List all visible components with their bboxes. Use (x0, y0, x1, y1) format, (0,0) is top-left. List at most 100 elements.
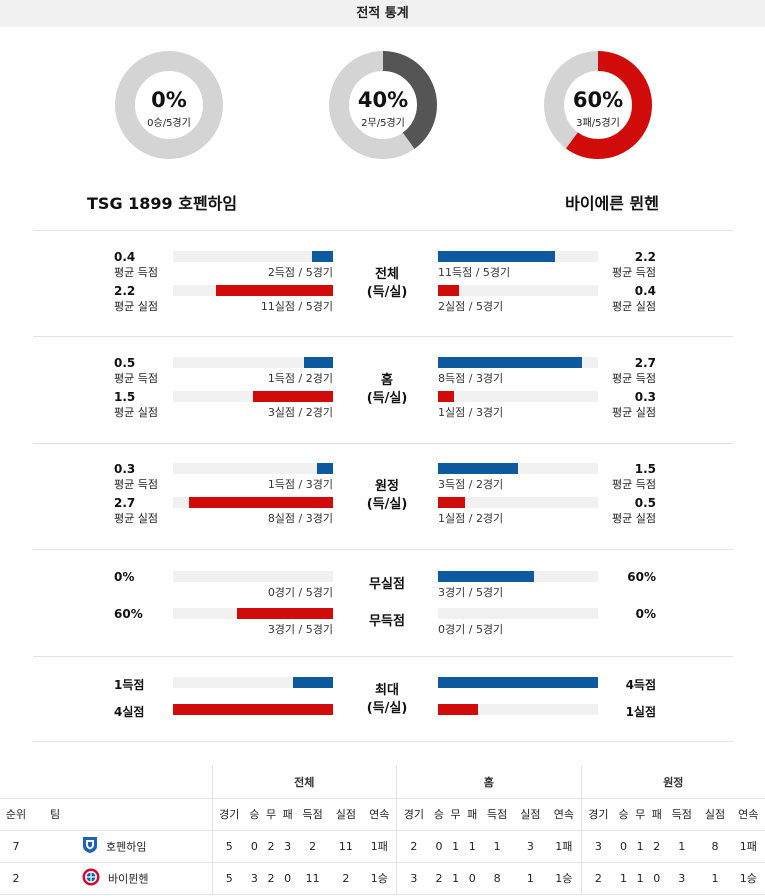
away-team-name: 바이에른 뮌헨 (565, 194, 659, 213)
away-stat-cell: 1 (665, 830, 699, 863)
away-col-header: 경기 (580, 798, 616, 831)
bayern-logo-icon (82, 868, 100, 889)
home-scored-home-value: 0.5 (114, 356, 136, 370)
away-stat-cell: 1 (631, 830, 649, 863)
away-scored-home-bar (317, 463, 333, 474)
away-conceded-away-label: 평균 실점 (612, 512, 656, 525)
overall-scored-home-bar (312, 251, 333, 262)
away-conceded-away-bar (438, 497, 466, 508)
group-all-label: 전체 (211, 766, 397, 799)
away-stat-cell: 1승 (731, 862, 765, 895)
home-category-label: 홈 (381, 373, 393, 388)
home-conceded-away-label: 평균 실점 (612, 406, 656, 419)
away-stat-cell: 3 (665, 862, 699, 895)
home-scored-away-bar (438, 357, 582, 368)
home-conceded-home-value: 1.5 (114, 390, 136, 404)
home-conceded-home-track (173, 391, 333, 402)
away-category-label: 원정 (375, 479, 399, 494)
home-conceded-home-count: 3실점 / 2경기 (267, 406, 333, 419)
away-scored-home-value: 0.3 (114, 462, 136, 476)
clean-sheet-away-count: 3경기 / 5경기 (438, 586, 504, 599)
home-conceded-away-count: 1실점 / 3경기 (438, 406, 504, 419)
away-stat-cell: 0 (615, 830, 632, 863)
failed-to-score-home-count: 3경기 / 5경기 (267, 623, 333, 636)
home-scored-away-track (438, 357, 598, 368)
win-rate-detail: 0승/5경기 (147, 118, 191, 129)
away-stat-cell: 8 (698, 830, 732, 863)
home-stat-cell: 0 (463, 862, 481, 895)
home-scored-home-label: 평균 득점 (114, 372, 158, 385)
away-category-sub: (득/실) (366, 497, 408, 512)
divider (33, 230, 733, 231)
overall-conceded-home-count: 11실점 / 5경기 (260, 300, 333, 313)
overall-conceded-away-value: 0.4 (634, 284, 656, 298)
home-conceded-away-track (438, 391, 598, 402)
all-stat-cell: 1패 (362, 830, 397, 863)
home-stat-cell: 1승 (547, 862, 582, 895)
max-conceded-away-track (438, 704, 598, 715)
team-cell[interactable]: 호펜하임 (32, 830, 212, 863)
draw-rate-donut: 40% 2무/5경기 (328, 50, 438, 160)
overall-scored-home-value: 0.4 (114, 250, 136, 264)
max-conceded-home-value: 4실점 (114, 705, 145, 719)
away-conceded-home-track (173, 497, 333, 508)
home-stat-cell: 1 (447, 862, 464, 895)
home-stat-cell: 3 (396, 862, 431, 895)
failed-to-score-away-count: 0경기 / 5경기 (438, 623, 504, 636)
home-col-header: 패 (463, 798, 481, 831)
home-team-name: TSG 1899 호펜하임 (87, 194, 238, 213)
team-cell[interactable]: 바이뮌헨 (32, 862, 212, 895)
clean-sheet-home-value: 0% (114, 570, 135, 584)
away-conceded-away-value: 0.5 (634, 496, 656, 510)
all-col-header: 실점 (329, 798, 363, 831)
away-col-header: 승 (615, 798, 632, 831)
away-col-header: 패 (648, 798, 666, 831)
home-col-header: 득점 (480, 798, 514, 831)
home-conceded-away-bar (438, 391, 454, 402)
max-conceded-away-bar (438, 704, 478, 715)
overall-conceded-away-count: 2실점 / 5경기 (438, 300, 504, 313)
header-title: 전적 통계 (356, 6, 409, 21)
overall-conceded-home-track (173, 285, 333, 296)
loss-rate-ring (544, 51, 652, 159)
overall-category-label: 전체 (375, 267, 399, 282)
away-col-header: 득점 (665, 798, 699, 831)
overall-conceded-home-label: 평균 실점 (114, 300, 158, 313)
all-stat-cell: 5 (211, 830, 247, 863)
loss-rate-percent: 60% (572, 88, 624, 112)
overall-scored-home-track (173, 251, 333, 262)
failed-to-score-home-value: 60% (114, 607, 143, 621)
max-conceded-home-bar (173, 704, 333, 715)
home-scored-away-count: 8득점 / 3경기 (438, 372, 504, 385)
clean-sheet-away-track (438, 571, 598, 582)
rank-cell: 7 (0, 830, 32, 863)
clean-sheet-category-label: 무실점 (369, 577, 405, 592)
failed-to-score-away-track (438, 608, 598, 619)
home-stat-cell: 1패 (547, 830, 582, 863)
table-row[interactable]: 2 바이뮌헨 5 3 2 0 11 2 1승 3 2 1 0 8 1 1승 2 1 1 0 3 1 1승 (0, 862, 765, 895)
away-stat-cell: 1 (698, 862, 732, 895)
standings-table: 전체 홈 원정 순위 팀 경기 승 무 패 득점 실점 연속 경기 승 무 패 득점 실점 연속 경기 승 무 패… (0, 766, 765, 895)
home-stat-cell: 2 (430, 862, 448, 895)
home-stat-cell: 1 (480, 830, 514, 863)
all-stat-cell: 2 (295, 830, 330, 863)
overall-scored-home-count: 2득점 / 5경기 (267, 266, 333, 279)
away-scored-away-count: 3득점 / 2경기 (438, 478, 504, 491)
home-conceded-home-bar (253, 391, 333, 402)
max-conceded-home-track (173, 704, 333, 715)
home-stat-cell: 3 (513, 830, 548, 863)
overall-conceded-home-value: 2.2 (114, 284, 136, 298)
overall-scored-away-value: 2.2 (634, 250, 656, 264)
away-col-header: 연속 (731, 798, 765, 831)
overall-category-sub: (득/실) (366, 285, 408, 300)
away-scored-home-label: 평균 득점 (114, 478, 158, 491)
away-stat-cell: 0 (648, 862, 666, 895)
max-conceded-away-value: 1실점 (625, 705, 656, 719)
table-row[interactable]: 7 호펜하임 5 0 2 3 2 11 1패 2 0 1 1 1 3 1패 3 0 1 2 1 8 1패 (0, 830, 765, 863)
all-col-header: 경기 (211, 798, 247, 831)
win-rate-ring (115, 51, 223, 159)
draw-rate-percent: 40% (357, 88, 409, 112)
win-rate-percent: 0% (151, 88, 187, 112)
failed-to-score-away-value: 0% (635, 607, 656, 621)
away-scored-away-label: 평균 득점 (612, 478, 656, 491)
